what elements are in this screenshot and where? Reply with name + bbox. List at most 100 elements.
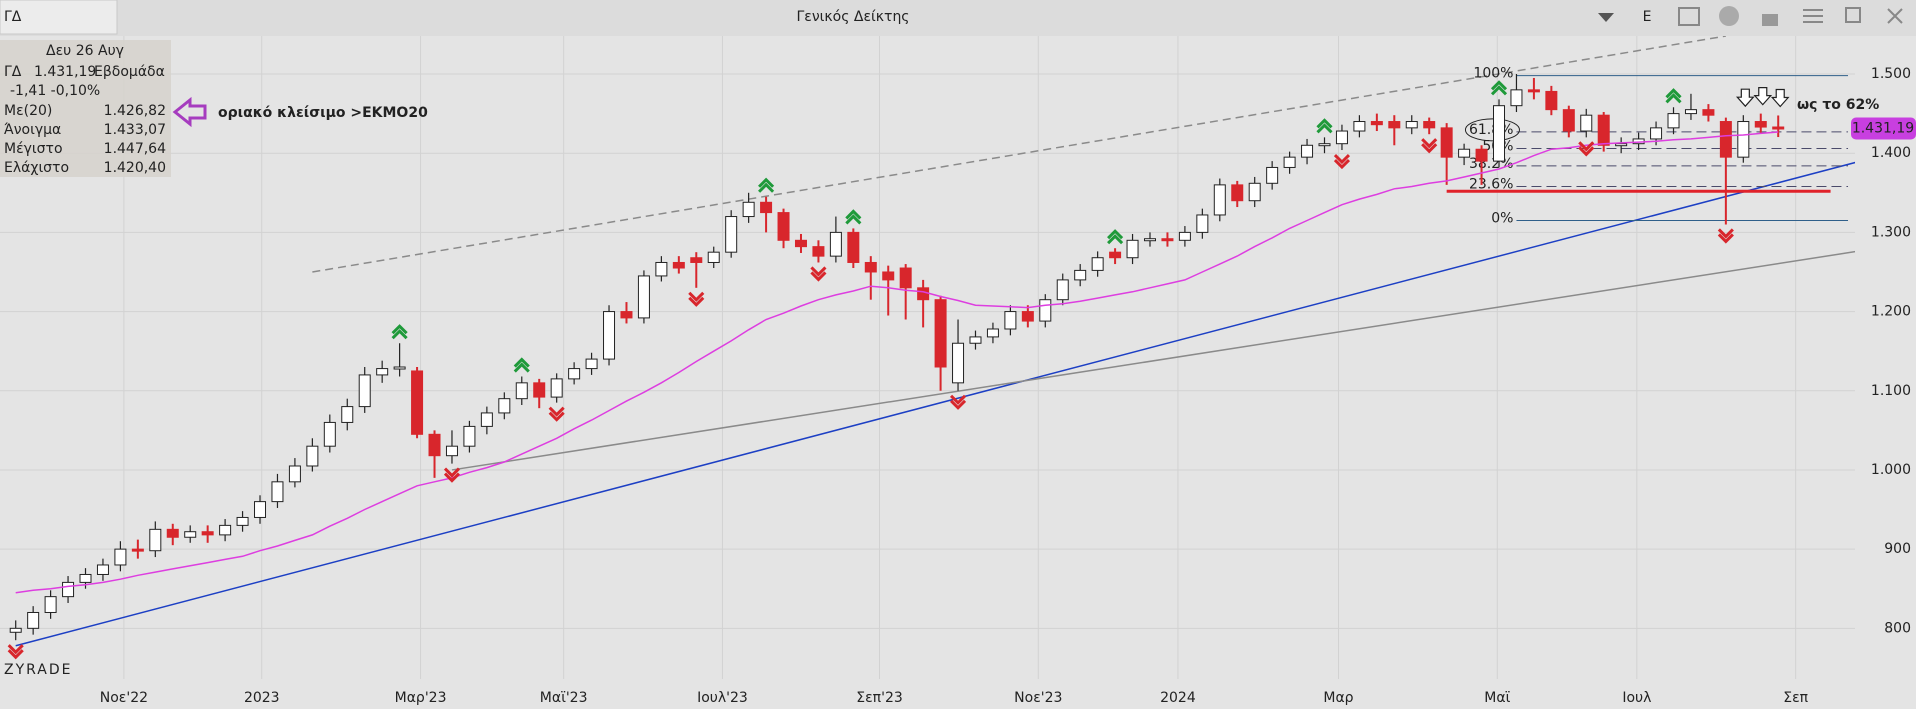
- candle-body: [27, 611, 40, 629]
- panel-icon[interactable]: [1678, 7, 1700, 26]
- x-tick-label: Ιουλ: [1622, 690, 1651, 706]
- down-signal: [548, 406, 565, 422]
- up-signal: [1316, 118, 1333, 134]
- candle-body: [219, 524, 232, 536]
- candle-body: [760, 201, 773, 214]
- candle-body: [1754, 121, 1767, 128]
- candle-body: [847, 231, 860, 263]
- candle-body: [393, 366, 406, 370]
- candle-body: [864, 261, 877, 273]
- x-tick-label: Νοε'23: [1014, 690, 1062, 706]
- candle-body: [568, 368, 581, 380]
- trendline: [451, 250, 1855, 471]
- info-label: Ελάχιστο: [4, 160, 69, 176]
- candle-body: [376, 368, 389, 376]
- down-signal: [1717, 228, 1734, 244]
- candle-body: [1458, 148, 1471, 158]
- candle-body: [637, 275, 650, 319]
- dropdown-icon[interactable]: [1598, 13, 1614, 22]
- candle-body: [829, 231, 842, 257]
- up-signal: [513, 357, 530, 373]
- candle-body: [1580, 114, 1593, 132]
- candle-body: [1283, 156, 1296, 168]
- up-signal: [391, 324, 408, 340]
- x-tick-label: 2024: [1160, 690, 1196, 706]
- candle-body: [1562, 109, 1575, 132]
- hint-arrow: [1735, 88, 1755, 108]
- candle-body: [1039, 299, 1052, 322]
- y-tick-label: 1.100: [1871, 383, 1911, 399]
- close-icon[interactable]: [1887, 8, 1903, 24]
- top-bar: [0, 0, 1916, 36]
- info-value: 1.420,40: [104, 160, 166, 176]
- restore-icon[interactable]: [1845, 7, 1861, 23]
- y-tick-label: 1.200: [1871, 304, 1911, 320]
- candle-body: [742, 201, 755, 218]
- menu-icon[interactable]: [1803, 9, 1823, 23]
- down-signal: [1333, 153, 1351, 170]
- candle-body: [515, 382, 528, 400]
- info-value: 1.433,07: [104, 122, 166, 138]
- y-tick-label: 1.000: [1871, 462, 1911, 478]
- candle-body: [271, 481, 284, 503]
- candle-body: [1615, 143, 1628, 147]
- candle-body: [1493, 105, 1506, 162]
- candle-body: [323, 421, 336, 447]
- candle-body: [1388, 121, 1401, 129]
- up-signal: [758, 177, 775, 193]
- candle-body: [655, 261, 668, 277]
- candle-body: [62, 581, 75, 598]
- down-signal: [7, 644, 24, 660]
- info-date: Δευ 26 Αυγ: [46, 43, 124, 59]
- candle-body: [1597, 114, 1610, 146]
- symbol-box[interactable]: [0, 0, 118, 35]
- candle-body: [1266, 166, 1279, 184]
- candle-body: [952, 342, 965, 384]
- fib-highlight: [1464, 118, 1520, 142]
- candle-body: [480, 412, 493, 427]
- candle-body: [794, 239, 807, 248]
- candle-body: [1353, 121, 1366, 132]
- candle-body: [1772, 126, 1785, 130]
- candle-body: [1440, 127, 1453, 158]
- candle-body: [934, 299, 947, 368]
- quote-icon[interactable]: [1719, 6, 1739, 26]
- candle-body: [358, 374, 371, 408]
- candle-body: [1650, 127, 1663, 140]
- lock-icon[interactable]: [1762, 14, 1778, 26]
- up-signal: [1665, 88, 1682, 104]
- x-tick-label: Ιουλ'23: [697, 690, 748, 706]
- y-tick-label: 1.300: [1871, 224, 1911, 240]
- down-signal: [443, 467, 461, 483]
- y-tick-label: 900: [1884, 541, 1911, 557]
- candle-body: [1161, 238, 1174, 242]
- candle-body: [166, 528, 179, 538]
- info-period: Εβδομάδα: [94, 64, 165, 80]
- candle-body: [149, 528, 162, 552]
- candle-body: [1213, 184, 1226, 216]
- trendline: [312, 36, 1726, 273]
- annotation-arrow: [172, 96, 207, 128]
- e-button[interactable]: E: [1643, 9, 1652, 25]
- candle-body: [9, 627, 22, 633]
- candle-body: [603, 311, 616, 360]
- candle-body: [288, 465, 301, 483]
- candle-body: [585, 358, 598, 370]
- info-value: 1.426,82: [104, 103, 166, 119]
- x-tick-label: Μαρ: [1323, 690, 1353, 706]
- info-price: 1.431,19: [34, 64, 96, 80]
- candle-body: [201, 531, 214, 536]
- candle-body: [428, 433, 441, 457]
- candle-body: [184, 531, 197, 538]
- ma-line: [15, 131, 1779, 594]
- y-tick-label: 1.500: [1871, 66, 1911, 82]
- down-signal: [1421, 138, 1438, 154]
- candle-body: [1318, 143, 1331, 147]
- candle-body: [445, 445, 458, 457]
- candle-body: [1248, 182, 1261, 202]
- candle-body: [725, 216, 738, 253]
- up-signal: [1107, 229, 1124, 245]
- candle-body: [341, 406, 354, 423]
- fib-label: 61.8%: [1469, 122, 1513, 138]
- x-tick-label: Σεπ: [1783, 690, 1808, 706]
